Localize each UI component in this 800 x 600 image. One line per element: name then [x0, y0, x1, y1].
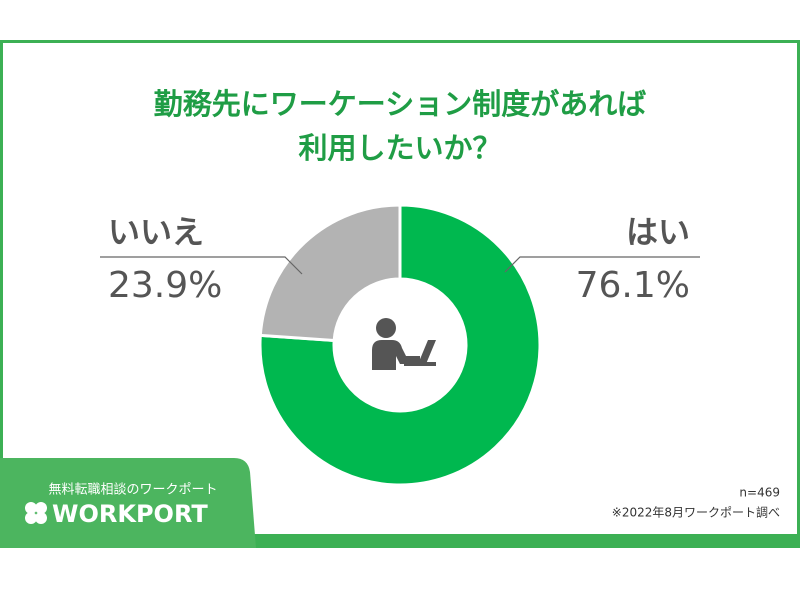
slice — [258, 203, 542, 487]
brand-tab — [0, 458, 256, 548]
chart-title: 利用したいか？ — [298, 131, 501, 165]
leader-lines — [100, 256, 700, 275]
brand-tagline: 無料転職相談のワークポート — [48, 482, 217, 498]
slice — [258, 203, 402, 343]
value-label: 23.9% — [108, 265, 222, 306]
sample-size: n=469 — [739, 486, 780, 500]
brand-logo: WORKPORT — [52, 500, 208, 528]
center-icon — [372, 318, 436, 370]
brand-icon — [25, 502, 47, 524]
value-label: 76.1% — [576, 265, 690, 306]
chart-title: 勤務先にワーケーション制度があれば — [154, 87, 646, 121]
category-label: いいえ — [108, 213, 204, 251]
category-label: はい — [626, 213, 690, 251]
source-note: ※2022年8月ワークポート調べ — [612, 506, 780, 520]
slices — [258, 203, 542, 487]
